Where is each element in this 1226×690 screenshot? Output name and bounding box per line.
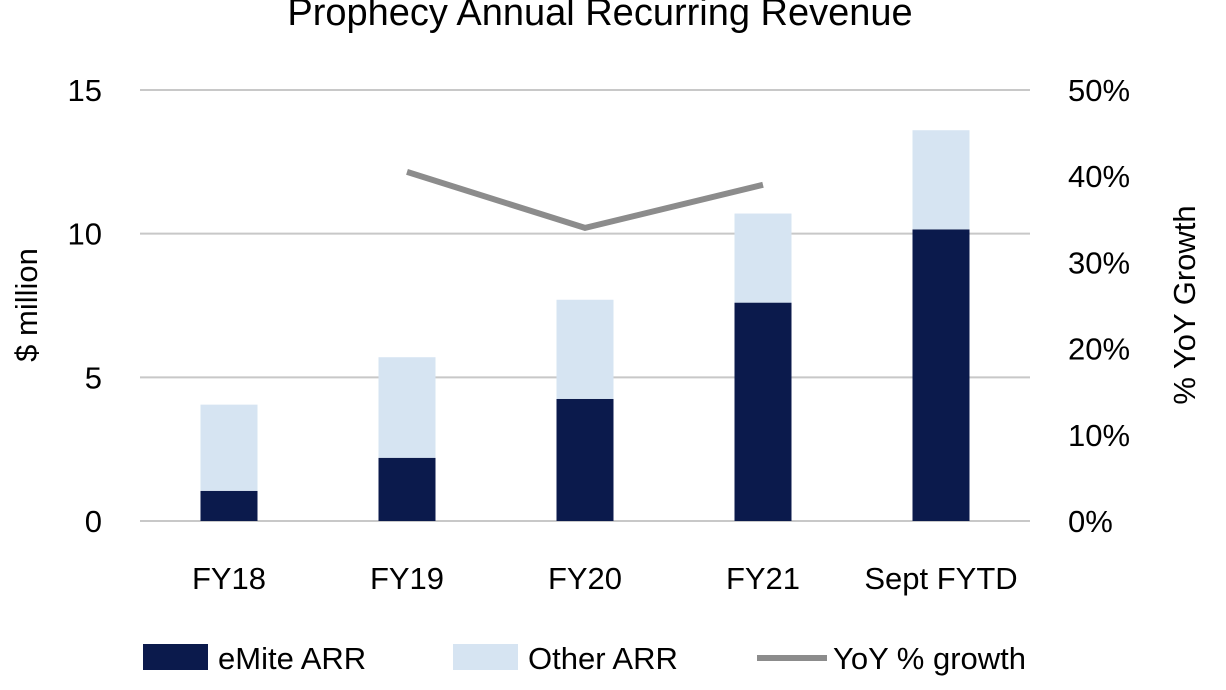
bar-emite-arr bbox=[556, 398, 614, 521]
y-tick-label: 5 bbox=[85, 360, 102, 395]
category-labels: FY18 FY19 FY20 FY21 Sept FYTD bbox=[192, 561, 1018, 596]
legend-swatch bbox=[453, 644, 518, 670]
bars bbox=[200, 130, 970, 521]
y2-tick-label: 30% bbox=[1068, 245, 1130, 280]
yoy-growth-line bbox=[406, 169, 764, 232]
y2-tick-label: 20% bbox=[1068, 332, 1130, 367]
y-axis-title: $ million bbox=[9, 248, 44, 362]
legend: eMite ARR Other ARR YoY % growth bbox=[143, 641, 1026, 676]
y-tick-label: 0 bbox=[85, 504, 102, 539]
category-label: FY19 bbox=[370, 561, 444, 596]
legend-swatch bbox=[143, 644, 208, 670]
bar-other-arr bbox=[912, 130, 970, 230]
left-axis-ticks: 0 5 10 15 bbox=[68, 73, 102, 539]
bar-emite-arr bbox=[200, 490, 258, 521]
growth-line bbox=[406, 169, 764, 232]
bar-other-arr bbox=[734, 213, 792, 303]
category-label: FY20 bbox=[548, 561, 622, 596]
legend-label: eMite ARR bbox=[218, 641, 366, 676]
category-label: FY18 bbox=[192, 561, 266, 596]
legend-label: YoY % growth bbox=[833, 641, 1026, 676]
bar-emite-arr bbox=[378, 457, 436, 521]
y2-tick-label: 50% bbox=[1068, 73, 1130, 108]
y-tick-label: 10 bbox=[68, 217, 102, 252]
bar-other-arr bbox=[556, 299, 614, 399]
chart-title: Prophecy Annual Recurring Revenue bbox=[287, 0, 912, 34]
y2-tick-label: 40% bbox=[1068, 159, 1130, 194]
y-tick-label: 15 bbox=[68, 73, 102, 108]
legend-label: Other ARR bbox=[528, 641, 678, 676]
bar-other-arr bbox=[200, 404, 258, 491]
bar-emite-arr bbox=[734, 302, 792, 521]
bar-emite-arr bbox=[912, 229, 970, 521]
category-label: Sept FYTD bbox=[864, 561, 1017, 596]
y2-tick-label: 0% bbox=[1068, 504, 1113, 539]
y2-tick-label: 10% bbox=[1068, 418, 1130, 453]
y2-axis-title: % YoY Growth bbox=[1167, 205, 1202, 404]
right-axis-ticks: 0% 10% 20% 30% 40% 50% bbox=[1068, 73, 1130, 539]
category-label: FY21 bbox=[726, 561, 800, 596]
bar-other-arr bbox=[378, 357, 436, 458]
